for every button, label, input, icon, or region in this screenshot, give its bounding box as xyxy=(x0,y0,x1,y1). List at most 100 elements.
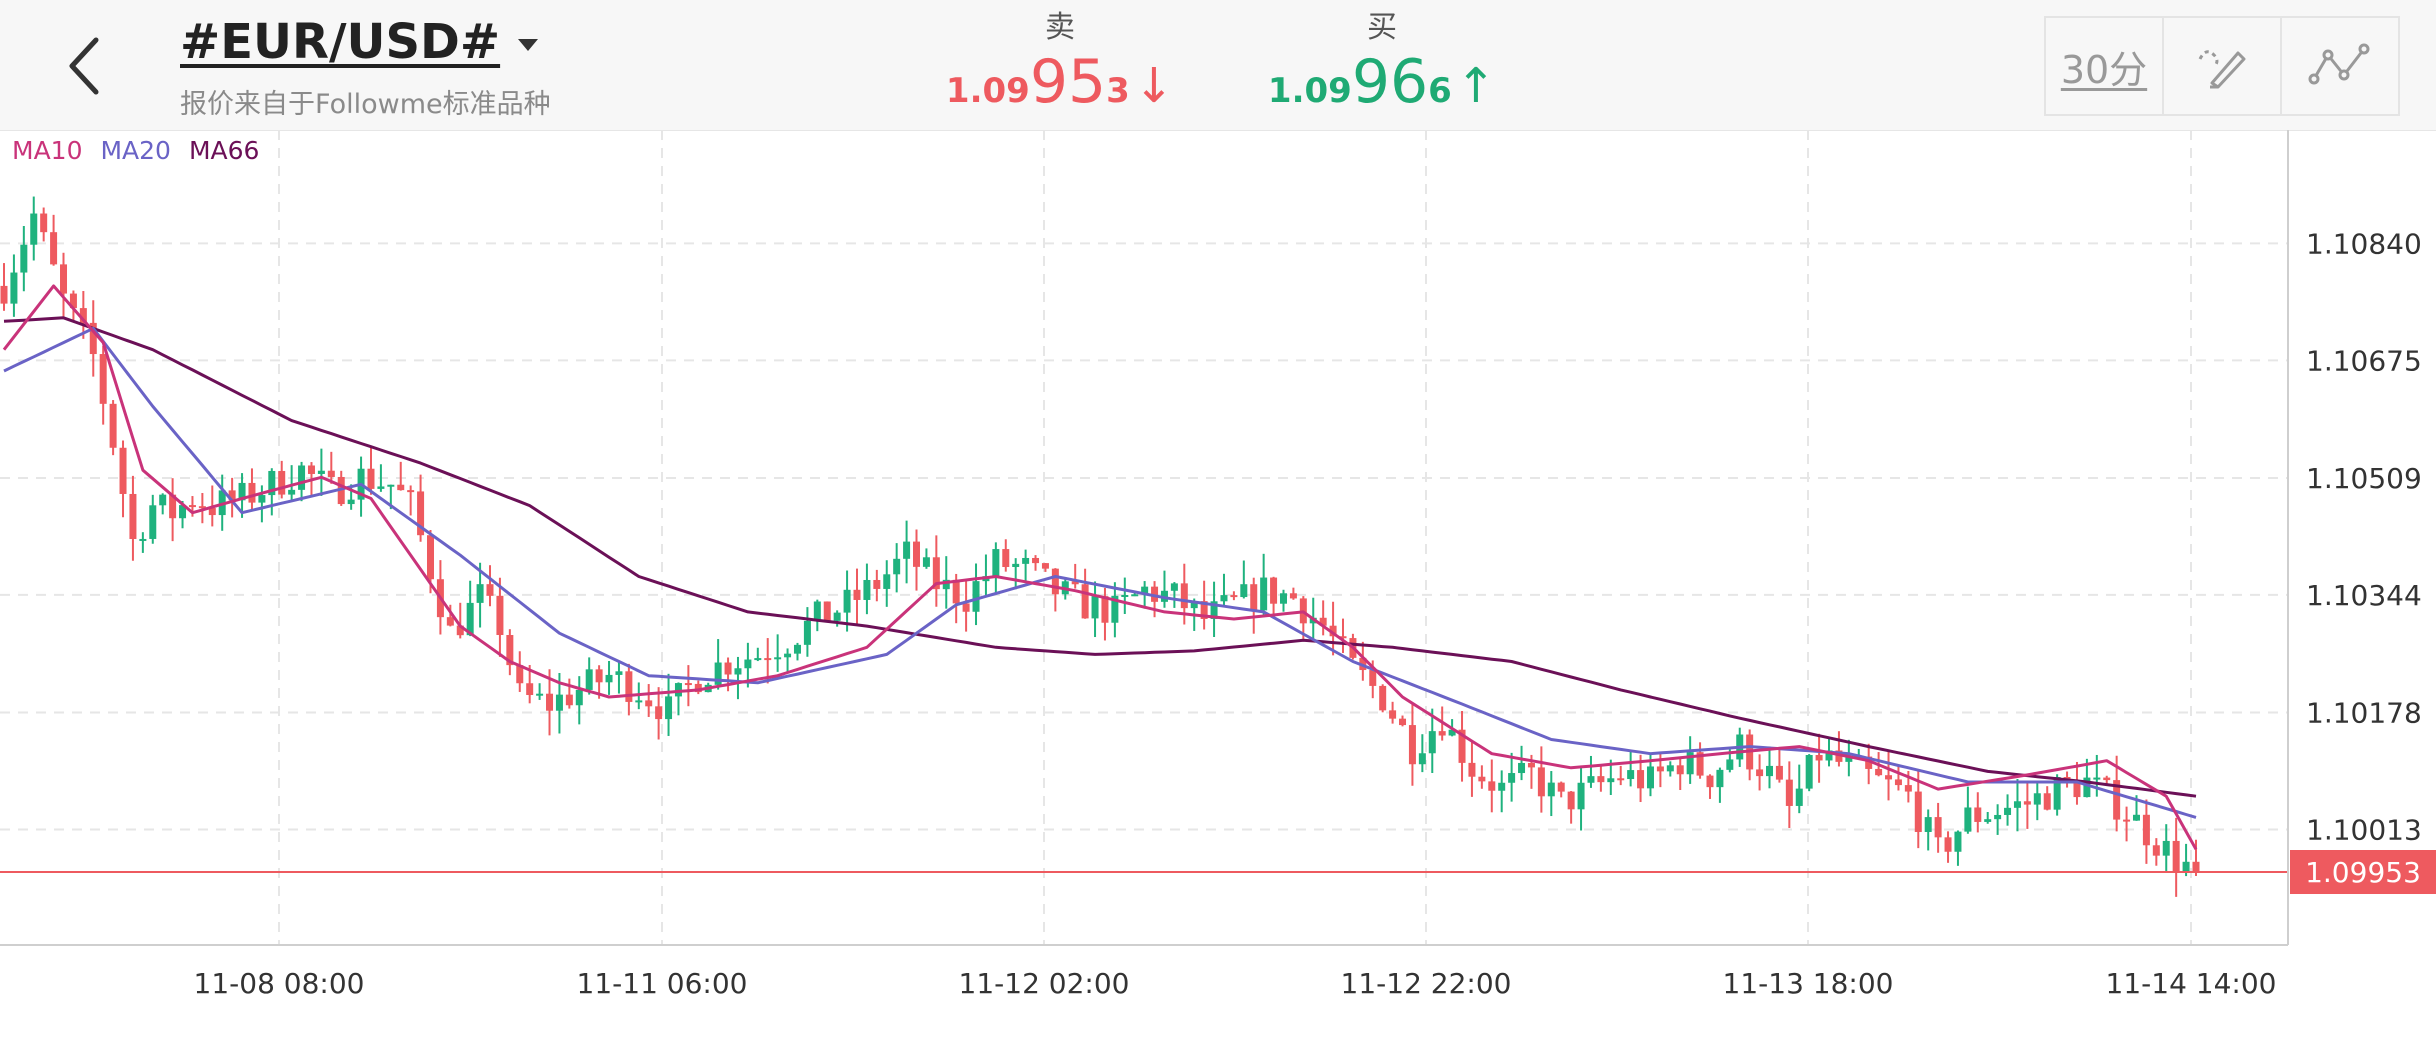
candle-body xyxy=(714,662,722,685)
candle-body xyxy=(149,505,157,539)
candle-body xyxy=(1894,779,1902,786)
candle-body xyxy=(2083,777,2091,798)
candle-body xyxy=(942,579,950,590)
y-tick-label: 1.10840 xyxy=(2306,227,2422,260)
candle-body xyxy=(248,482,256,503)
candle-body xyxy=(79,308,87,323)
candle-body xyxy=(615,671,623,675)
candle-body xyxy=(2142,814,2150,846)
period-button[interactable]: 30分 xyxy=(2046,18,2164,114)
candle-body xyxy=(129,493,137,540)
sell-price-prefix: 1.09 xyxy=(945,71,1030,111)
buy-quote[interactable]: 买 1.09 96 6 ↑ xyxy=(1262,6,1502,114)
candle-body xyxy=(913,541,921,567)
indicator-button[interactable] xyxy=(2282,18,2398,114)
candle-body xyxy=(1597,776,1605,783)
candle-body xyxy=(555,694,563,711)
candle-body xyxy=(1825,750,1833,761)
candle-body xyxy=(20,244,28,273)
candle-body xyxy=(1646,766,1654,789)
candle-body xyxy=(1200,601,1208,619)
candle-body xyxy=(972,581,980,612)
candle-body xyxy=(1815,755,1823,761)
symbol-selector[interactable]: #EUR/USD# xyxy=(180,14,539,70)
candle-body xyxy=(2123,819,2131,822)
candle-body xyxy=(0,285,8,304)
candle-body xyxy=(565,694,573,706)
candle-body xyxy=(2073,780,2081,798)
candle-body xyxy=(1369,670,1377,686)
chevron-left-icon[interactable] xyxy=(62,34,106,98)
candle-body xyxy=(1686,752,1694,775)
candle-body xyxy=(1795,788,1803,806)
sell-price-suffix: 3 xyxy=(1106,71,1130,111)
period-label: 30分 xyxy=(2060,47,2148,92)
candle-body xyxy=(1656,766,1664,772)
candle-body xyxy=(99,354,107,404)
x-tick-label: 11-13 18:00 xyxy=(1723,967,1894,1000)
candle-body xyxy=(2103,777,2111,781)
candle-body xyxy=(1954,831,1962,852)
candle-body xyxy=(1448,729,1456,736)
sell-quote[interactable]: 卖 1.09 95 3 ↓ xyxy=(940,6,1180,114)
candle-body xyxy=(1875,768,1883,776)
candle-body xyxy=(1250,584,1258,611)
candle-body xyxy=(1845,756,1853,762)
candle-body xyxy=(1399,718,1407,726)
candle-body xyxy=(506,635,514,666)
candle-body xyxy=(397,484,405,491)
candle-body xyxy=(1329,625,1337,637)
candle-body xyxy=(1775,765,1783,780)
candle-body xyxy=(1379,685,1387,711)
candle-body xyxy=(1141,586,1149,595)
candle-body xyxy=(1617,778,1625,781)
candle-body xyxy=(893,558,901,575)
draw-button[interactable] xyxy=(2164,18,2282,114)
candle-body xyxy=(684,683,692,686)
candle-body xyxy=(238,482,246,501)
candle-body xyxy=(317,470,325,474)
candle-body xyxy=(60,264,68,294)
candle-body xyxy=(2043,793,2051,810)
candle-body xyxy=(833,612,841,621)
candle-body xyxy=(2182,861,2190,873)
sell-price-big: 95 xyxy=(1029,47,1107,117)
legend-ma10: MA10 xyxy=(12,136,83,165)
candle-body xyxy=(1389,710,1397,719)
candle-body xyxy=(873,579,881,589)
candle-body xyxy=(823,601,831,621)
y-tick-label: 1.10509 xyxy=(2306,462,2422,495)
candle-body xyxy=(774,657,782,660)
candle-body xyxy=(1478,776,1486,782)
candlestick-chart[interactable]: 1.09953 1.108401.106751.105091.103441.10… xyxy=(0,130,2436,1062)
candle-body xyxy=(1944,837,1952,852)
chart-axes: 1.10840 1.10675 1.10509 1.10344 1.10178 1.100… xyxy=(0,130,2422,1000)
candle-body xyxy=(1428,731,1436,754)
candle-body xyxy=(2162,840,2170,856)
candle-body xyxy=(1914,791,1922,832)
candle-body xyxy=(1270,577,1278,604)
candle-body xyxy=(2152,845,2160,856)
symbol-name: #EUR/USD# xyxy=(180,14,501,70)
candle-body xyxy=(536,693,544,696)
candle-body xyxy=(922,557,930,567)
candle-body xyxy=(1012,563,1020,568)
candle-body xyxy=(2004,807,2012,815)
candle-body xyxy=(2033,793,2041,805)
candle-body xyxy=(40,213,48,233)
ma10-line xyxy=(2,284,2198,851)
legend-ma66: MA66 xyxy=(188,136,260,165)
candle-body xyxy=(1527,762,1535,768)
buy-price-prefix: 1.09 xyxy=(1267,71,1352,111)
candle-body xyxy=(10,272,18,304)
candle-body xyxy=(288,489,296,495)
candle-body xyxy=(863,579,871,600)
candle-body xyxy=(50,232,58,265)
candle-body xyxy=(1974,807,1982,822)
buy-price-suffix: 6 xyxy=(1428,71,1452,111)
candle-body xyxy=(387,484,395,487)
candle-body xyxy=(278,470,286,495)
candle-body xyxy=(635,700,643,703)
candle-body xyxy=(1904,785,1912,792)
candle-body xyxy=(109,403,117,448)
